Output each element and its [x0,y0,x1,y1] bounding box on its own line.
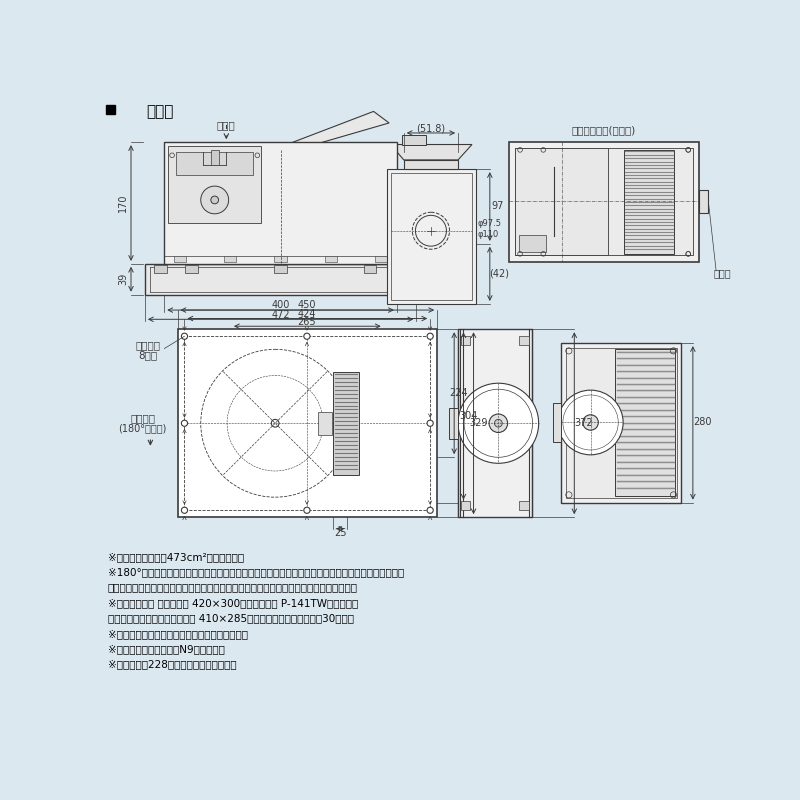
Bar [274,256,286,262]
Bar [458,330,532,517]
Bar [178,330,437,517]
Text: 洗い場側: 洗い場側 [130,413,155,423]
Circle shape [182,420,187,426]
Text: ため、点検口からの電源接続が困難な場合、電源接続の後に本体を据付けてください。: ため、点検口からの電源接続が困難な場合、電源接続の後に本体を据付けてください。 [108,582,358,593]
Circle shape [427,507,434,514]
Bar [624,150,674,254]
Bar [274,266,286,273]
Text: 外形図: 外形図 [146,104,174,119]
Bar [164,142,397,264]
Text: 39: 39 [118,273,128,286]
Bar [519,336,529,346]
Bar [145,264,416,294]
Text: (51.8): (51.8) [416,123,446,134]
Bar [363,266,376,273]
Text: 25: 25 [334,528,346,538]
Bar [390,173,472,300]
Circle shape [494,419,502,427]
Circle shape [583,414,598,430]
Bar [375,256,387,262]
Bar [318,412,332,435]
Bar [519,501,529,510]
Bar [561,343,682,502]
Bar [106,106,114,114]
Text: 97: 97 [491,201,504,211]
Bar [566,348,677,498]
Text: ※天井埋込寸法 天吹据付時 420×300（天吹補助枝 P-141TW（別売））: ※天井埋込寸法 天吹据付時 420×300（天吹補助枝 P-141TW（別売）） [108,598,358,608]
Bar [515,148,609,255]
Text: 224: 224 [450,388,468,398]
Text: 野縁据付時 410×285（野縁高さは天井材を含み30以下）: 野縁据付時 410×285（野縁高さは天井材を含み30以下） [108,614,354,623]
Text: ※点検口等は228ページをご覧ください。: ※点検口等は228ページをご覧ください。 [108,660,236,670]
Text: ※180°反転する場合は、吹出グリルの方向を変える必要があります。また、電源端子台位置が変わる: ※180°反転する場合は、吹出グリルの方向を変える必要があります。また、電源端子… [108,567,404,578]
Bar [168,146,261,223]
Bar [518,234,546,251]
Text: 280: 280 [693,418,711,427]
Bar [176,152,254,175]
Bar [186,266,198,273]
Text: ※グリル開口面積は473cm²（側面開口）: ※グリル開口面積は473cm²（側面開口） [108,552,244,562]
Circle shape [427,420,434,426]
Bar [211,150,218,166]
Circle shape [211,196,218,204]
Text: 上から見た図(矢視ア): 上から見た図(矢視ア) [572,126,636,136]
Text: 424: 424 [298,309,316,319]
Text: 329: 329 [470,418,488,428]
Bar [461,501,470,510]
Polygon shape [273,111,389,150]
Text: ※本体据付けは浴室の内側から行ってください。: ※本体据付けは浴室の内側から行ってください。 [108,629,248,639]
Bar [174,256,186,262]
Text: 170: 170 [118,194,128,212]
Bar [554,403,561,442]
Circle shape [304,507,310,514]
Bar [515,148,693,255]
Bar [404,160,458,169]
Text: 矢視ア: 矢視ア [217,120,236,130]
Text: φ97.5: φ97.5 [478,218,502,227]
Text: (42): (42) [489,269,509,279]
Text: (180°反転可): (180°反転可) [118,423,167,433]
Circle shape [182,333,187,339]
Circle shape [458,383,538,463]
Polygon shape [390,145,472,160]
Text: 265: 265 [298,317,316,326]
Bar [185,336,430,510]
Circle shape [182,507,187,514]
Circle shape [304,333,310,339]
Bar [615,350,675,496]
Text: 450: 450 [298,301,316,310]
Bar [509,142,699,262]
Text: 吹出口: 吹出口 [714,268,731,278]
Circle shape [201,186,229,214]
Text: 304: 304 [459,410,478,421]
Bar [325,256,337,262]
Bar [386,169,476,304]
Bar [394,266,407,273]
Bar [402,135,426,145]
Text: ※グリル色調はマンセルN9（近似色）: ※グリル色調はマンセルN9（近似色） [108,644,225,654]
Bar [224,256,237,262]
Bar [449,408,458,438]
Bar [699,190,708,213]
Bar [461,336,470,346]
Circle shape [427,333,434,339]
Text: 8カ所: 8カ所 [138,350,158,360]
Circle shape [489,414,508,433]
Bar [334,372,359,475]
Text: 400: 400 [271,301,290,310]
Circle shape [558,390,623,455]
Bar [154,266,166,273]
Text: 372: 372 [574,418,593,428]
Text: 472: 472 [271,310,290,320]
Text: 据付用穴: 据付用穴 [135,340,161,350]
Text: φ110: φ110 [478,230,498,239]
